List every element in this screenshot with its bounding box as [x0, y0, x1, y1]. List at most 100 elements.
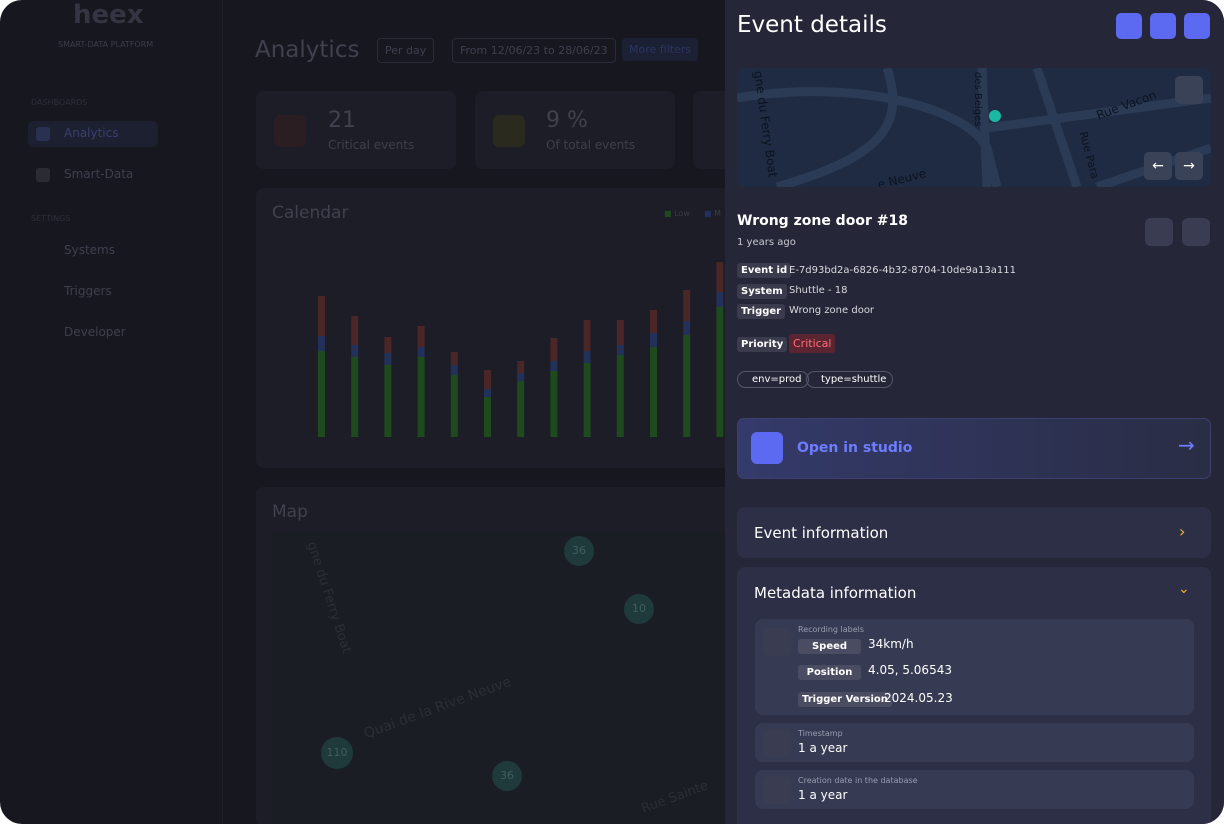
bar-segment — [417, 347, 425, 357]
map-cluster[interactable]: 36 — [492, 761, 522, 791]
edit-button[interactable] — [1150, 13, 1176, 39]
field-label: Priority — [737, 337, 788, 352]
bar-segment — [650, 347, 657, 437]
prev-button[interactable]: ← — [1144, 152, 1172, 180]
camera-status[interactable] — [1182, 218, 1210, 246]
bar-segment — [683, 335, 691, 437]
file-status[interactable] — [1145, 218, 1173, 246]
bar-segment — [318, 296, 325, 336]
label-key: Position — [798, 665, 861, 680]
bar-segment — [550, 361, 558, 371]
meta-item: Timestamp 1 a year — [755, 723, 1194, 762]
bar-segment — [450, 365, 458, 375]
legend-item: ■ M — [704, 209, 722, 218]
bar-segment — [616, 355, 624, 437]
chevron: › — [1179, 522, 1186, 541]
card-title: Map — [272, 502, 308, 522]
icon — [763, 729, 791, 757]
bar-segment — [417, 357, 425, 437]
field-value: Wrong zone door — [789, 305, 875, 316]
legend-item: ■ Low — [664, 209, 690, 218]
stat-label: Critical events — [328, 138, 415, 152]
event-name: Wrong zone door #18 — [737, 213, 908, 229]
stat-value: 9 % — [546, 108, 588, 133]
map-cluster[interactable]: 110 — [321, 737, 353, 769]
bar-segment — [417, 326, 425, 347]
bar-segment — [450, 375, 458, 437]
bar-segment — [384, 365, 392, 437]
studio-button[interactable]: Open in studio → — [737, 418, 1211, 479]
tagline: SMART-DATA PLATFORM — [58, 40, 154, 49]
event-map: gne du Ferry Boat des Belges Rue Vacon R… — [737, 68, 1211, 187]
item-title: Creation date in the database — [798, 776, 918, 785]
bar-segment — [716, 307, 724, 437]
delete-button[interactable] — [1184, 13, 1210, 39]
bar-segment — [517, 373, 525, 381]
bar-segment — [683, 290, 691, 321]
stat-value: 21 — [328, 108, 356, 133]
priority-badge: Critical — [789, 334, 836, 353]
nav-item[interactable]: Smart-Data — [64, 167, 134, 181]
bar-segment — [351, 316, 359, 345]
nav-item[interactable]: Systems — [64, 243, 115, 257]
calendar-chart — [318, 262, 724, 437]
range-select[interactable]: From 12/06/23 to 28/06/23 — [452, 38, 616, 63]
field-value: Shuttle - 18 — [789, 285, 848, 296]
map-cluster[interactable]: 36 — [564, 536, 594, 566]
nav-item[interactable]: Developer — [64, 325, 126, 339]
bar-segment — [484, 397, 491, 437]
event-age: 1 years ago — [737, 237, 796, 248]
recording-box: Recording labels Speed 34km/h Position 4… — [755, 619, 1194, 715]
next-button[interactable]: → — [1175, 152, 1203, 180]
stat-label: Of total events — [546, 138, 636, 152]
logo: heex — [73, 0, 144, 30]
section-title: DASHBOARDS — [31, 98, 88, 107]
field-value: E-7d93bd2a-6826-4b32-8704-10de9a13a111 — [789, 265, 1016, 276]
icon — [36, 168, 50, 182]
bar-segment — [616, 345, 624, 355]
label-key: Trigger Version — [798, 692, 892, 707]
bar-segment — [650, 310, 657, 333]
filters-button[interactable]: More filters — [622, 38, 699, 61]
section-title: SETTINGS — [31, 214, 71, 223]
label-value: 2024.05.23 — [884, 691, 953, 705]
icon — [493, 115, 525, 147]
accordion-title: Event information — [754, 524, 889, 542]
bar-segment — [550, 338, 558, 361]
nav-item[interactable]: Triggers — [64, 284, 112, 298]
page-title: Analytics — [255, 37, 360, 63]
bar-segment — [716, 262, 724, 292]
period-select[interactable]: Per day — [377, 38, 435, 63]
label-value: 4.05, 5.06543 — [868, 663, 952, 677]
bar-segment — [683, 321, 691, 335]
label-key: Speed — [798, 639, 861, 654]
panel-title: Event details — [737, 12, 887, 38]
item-title: Timestamp — [798, 729, 843, 738]
bar-segment — [616, 320, 624, 345]
bar-segment — [550, 371, 558, 437]
nav-item[interactable]: Analytics — [64, 126, 119, 140]
download-button[interactable] — [1116, 13, 1142, 39]
tag: env=prod — [737, 371, 809, 388]
card-title: Calendar — [272, 203, 349, 223]
bar-segment — [351, 345, 359, 357]
legend-label: M — [714, 209, 722, 218]
box-title: Recording labels — [798, 625, 865, 634]
bar-segment — [484, 370, 491, 389]
field-label: System — [737, 284, 787, 299]
street-label: des Belges — [972, 72, 983, 127]
field-label: Trigger — [737, 304, 786, 319]
event-info-accordion[interactable]: Event information › — [737, 507, 1211, 558]
studio-label: Open in studio — [797, 440, 913, 456]
event-panel: Event details gne du Ferry Boat des Belg… — [725, 0, 1224, 824]
icon — [274, 115, 306, 147]
bar-segment — [583, 363, 591, 437]
field-label: Event id — [737, 263, 792, 278]
bar-segment — [583, 320, 591, 351]
bar-segment — [650, 333, 657, 347]
map-cluster[interactable]: 10 — [624, 594, 654, 624]
item-value: 1 a year — [798, 788, 848, 802]
map-roads — [737, 68, 1211, 187]
open-map-button[interactable] — [1175, 76, 1203, 104]
